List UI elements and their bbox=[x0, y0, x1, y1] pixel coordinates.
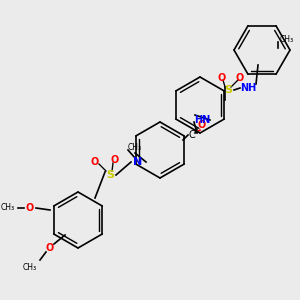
Text: NH: NH bbox=[240, 83, 256, 93]
Text: CH₃: CH₃ bbox=[23, 263, 37, 272]
Text: CH₃: CH₃ bbox=[280, 35, 294, 44]
Text: O: O bbox=[218, 73, 226, 83]
Text: O: O bbox=[46, 243, 54, 253]
Text: CH₃: CH₃ bbox=[128, 143, 142, 152]
Text: O: O bbox=[236, 73, 244, 83]
Text: S: S bbox=[106, 170, 114, 180]
Text: O: O bbox=[91, 157, 99, 167]
Text: CH₃: CH₃ bbox=[1, 203, 15, 212]
Text: N: N bbox=[134, 157, 142, 167]
Text: O: O bbox=[198, 120, 206, 130]
Text: HN: HN bbox=[194, 115, 210, 125]
Text: O: O bbox=[111, 155, 119, 165]
Text: C: C bbox=[189, 130, 195, 140]
Text: S: S bbox=[224, 85, 232, 95]
Text: O: O bbox=[26, 203, 34, 213]
